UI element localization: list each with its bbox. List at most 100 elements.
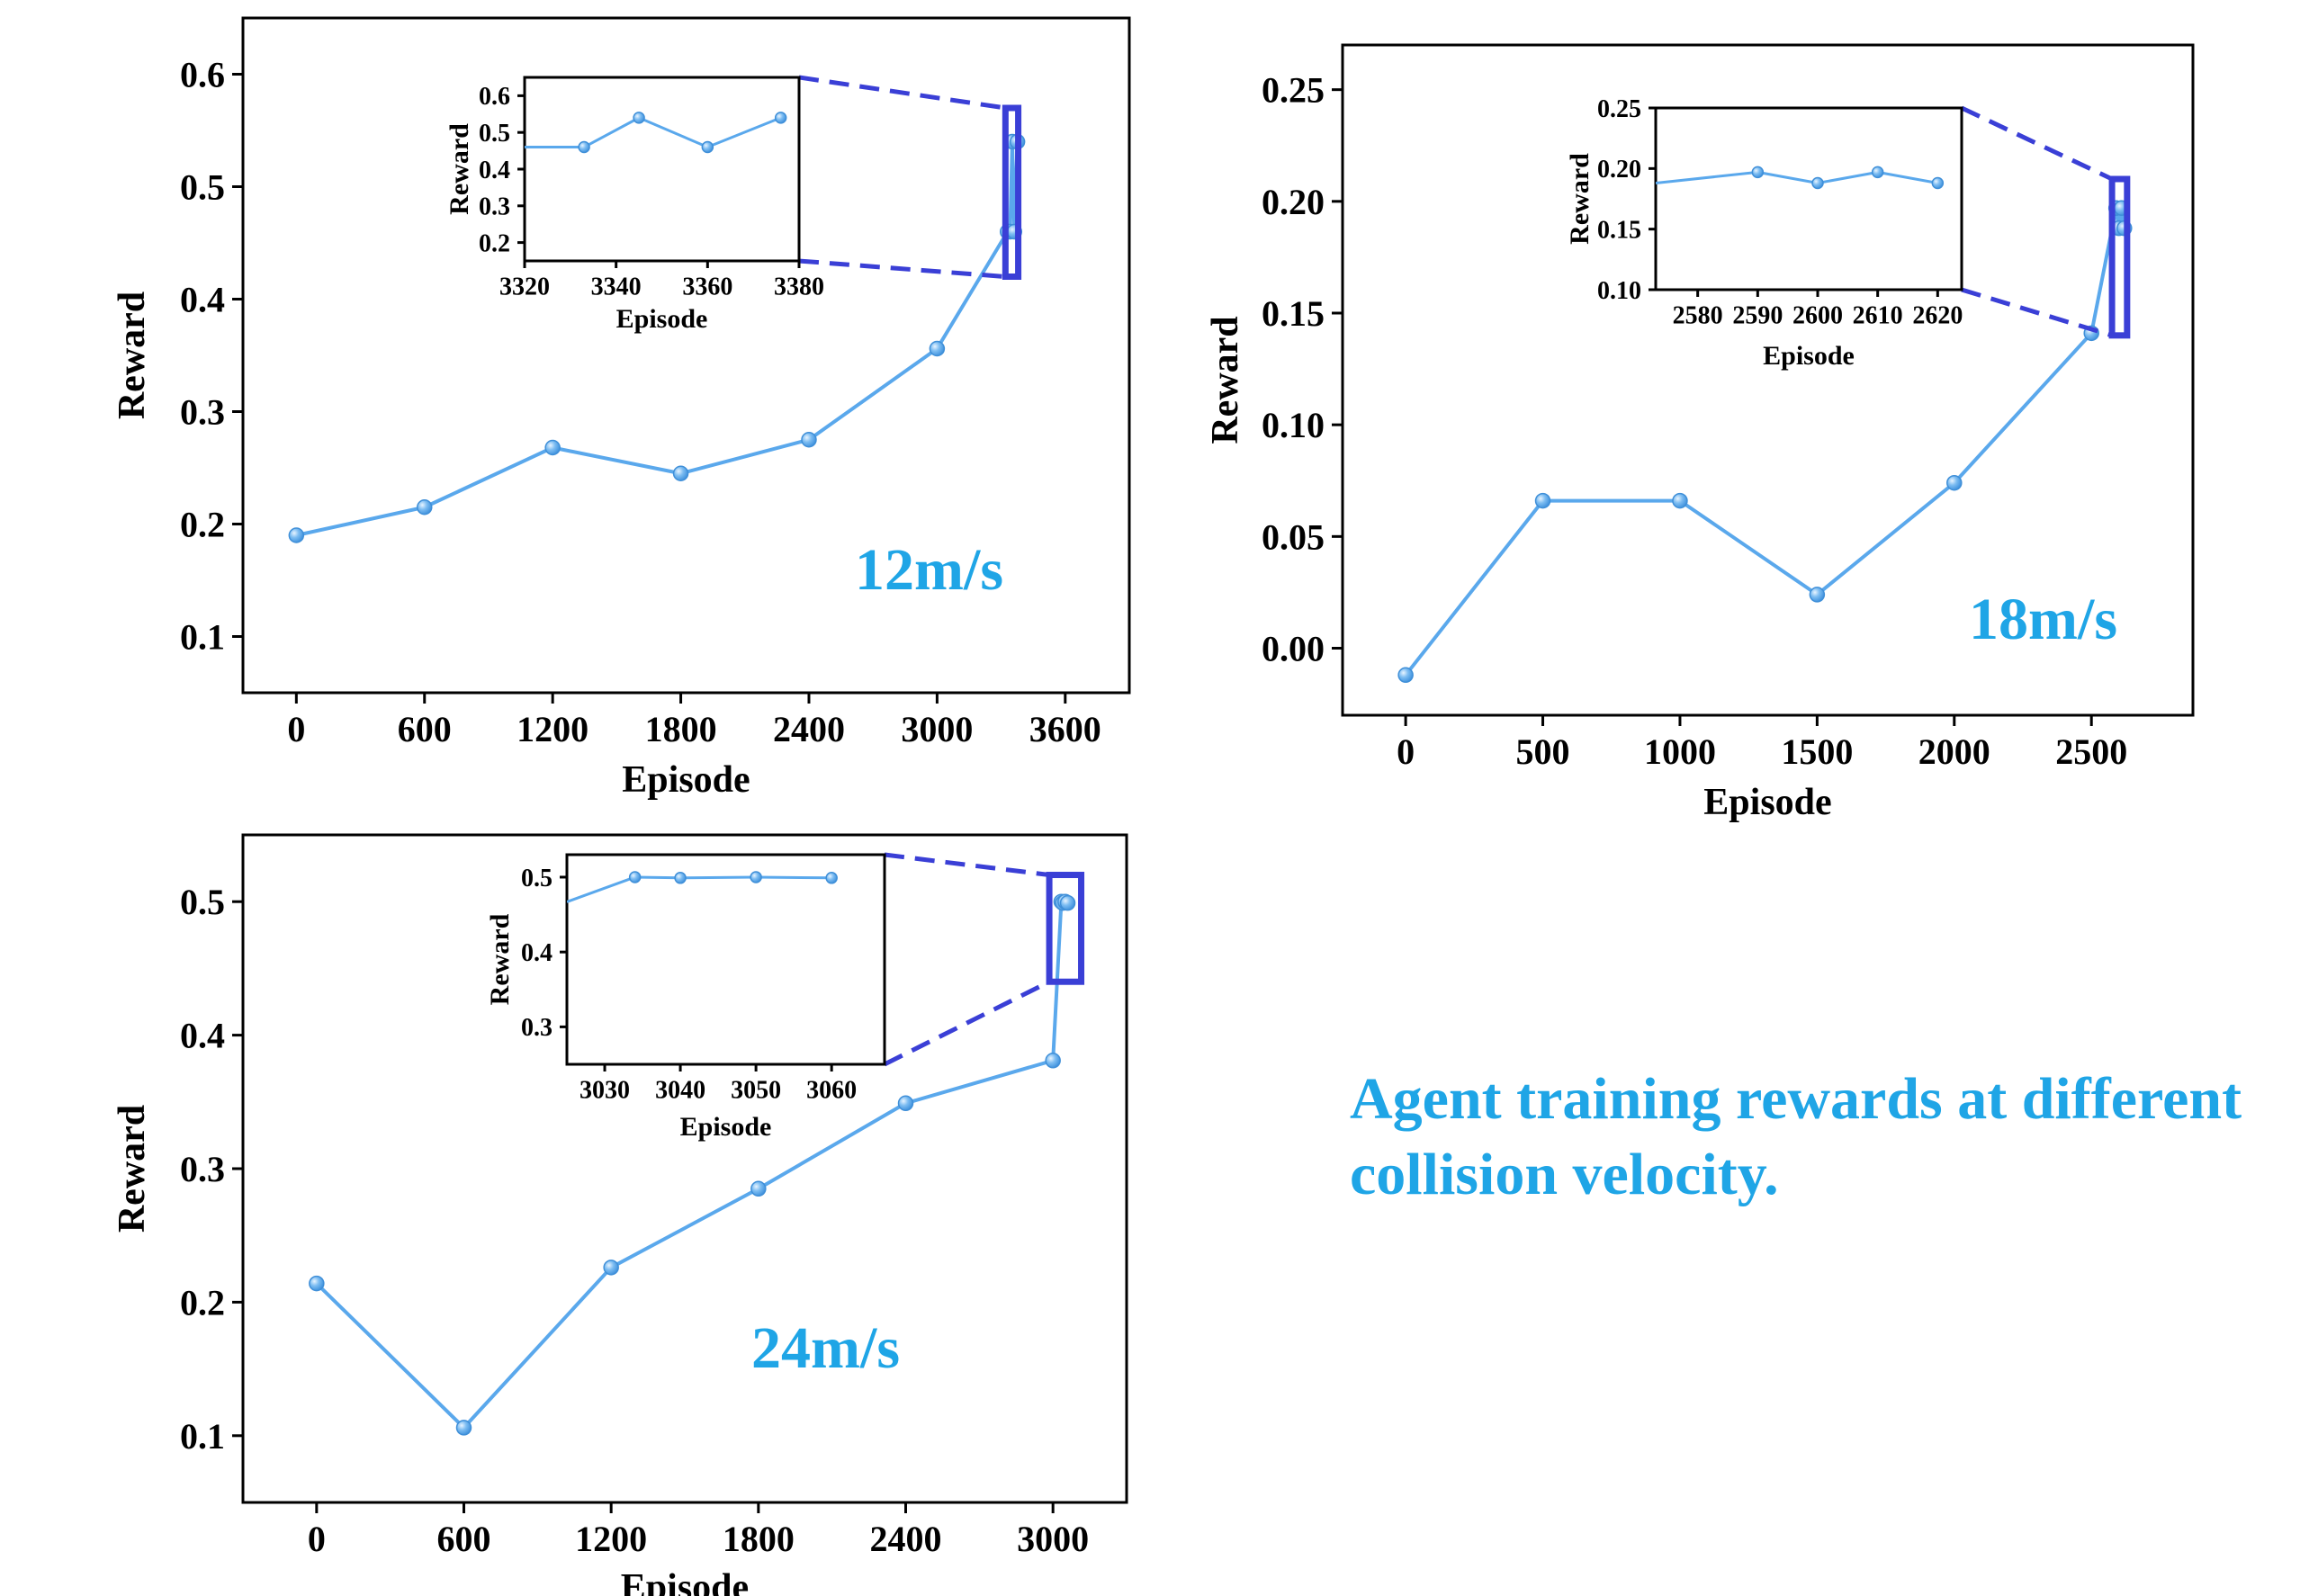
chart-p12-inset-ytick-label: 0.6 [479, 83, 510, 111]
chart-p18-inset-ytick-label: 0.25 [1597, 95, 1641, 123]
chart-p18-xtick-label: 500 [1516, 731, 1570, 772]
chart-p24-speed-label: 24m/s [751, 1315, 900, 1381]
chart-p12-ytick-label: 0.1 [180, 617, 225, 658]
chart-p18-inset-point-3 [1871, 166, 1884, 179]
chart-p18-xtick-label: 1000 [1644, 731, 1716, 772]
chart-p18-point-4 [1946, 474, 1963, 491]
chart-p24-inset-point-3 [750, 871, 762, 883]
chart-p12-speed-label: 12m/s [855, 537, 1003, 603]
chart-p24-point-5 [1045, 1053, 1061, 1069]
chart-p12-x-axis-title: Episode [622, 759, 750, 801]
chart-p18-ytick-label: 0.15 [1262, 293, 1325, 334]
chart-p12-point-1 [416, 499, 433, 516]
chart-p18-inset-ytick-label: 0.10 [1597, 277, 1641, 305]
chart-p18-point-3 [1809, 587, 1826, 603]
chart-p12-inset-point-2 [633, 112, 645, 124]
chart-p18-ytick-label: 0.10 [1262, 405, 1325, 445]
chart-p24-inset-x-axis-title: Episode [680, 1112, 772, 1142]
chart-p12-y-axis-title: Reward [112, 291, 153, 419]
chart-p24-xtick-label: 2400 [870, 1519, 942, 1559]
chart-p12-inset-point-3 [701, 140, 714, 154]
chart-p18-inset-xtick-label: 2610 [1853, 301, 1903, 329]
chart-p12-inset-point-4 [774, 112, 787, 124]
chart-p18-inset-point-4 [1931, 176, 1945, 190]
chart-p12-point-3 [672, 465, 689, 481]
chart-p12-zoom-connector-top [798, 75, 1006, 111]
chart-p24-point-1 [455, 1420, 472, 1436]
chart-p18-zoom-connector-top [1960, 105, 2114, 182]
chart-p24-inset-y-axis-title: Reward [485, 913, 515, 1005]
chart-p12-point-4 [801, 432, 817, 448]
chart-p24: 0 600 1200 1800 2400 3000 0.1 0.2 0.3 0.4 0.5 Episo… [112, 833, 1128, 1596]
chart-p24-inset-xtick-label: 3060 [806, 1076, 857, 1104]
chart-p12-xtick-label: 3600 [1029, 709, 1101, 749]
figure-caption: Agent training rewards at different coll… [1350, 1066, 2242, 1207]
chart-p24-ytick-label: 0.2 [180, 1282, 225, 1323]
chart-p24-xtick-label: 600 [437, 1519, 491, 1559]
chart-p18-inset-xtick-label: 2620 [1912, 301, 1963, 329]
chart-p12-inset-ytick-label: 0.3 [479, 193, 510, 221]
chart-p18-inset-x-axis-title: Episode [1763, 341, 1855, 371]
chart-p18-ytick-label: 0.20 [1262, 182, 1325, 222]
chart-p24-point-0 [309, 1275, 325, 1292]
chart-p24-inset-plot-area [567, 871, 838, 903]
chart-p24-inset-xtick-label: 3040 [655, 1076, 705, 1104]
chart-p12-point-2 [544, 439, 561, 456]
chart-p24-xtick-label: 3000 [1017, 1519, 1089, 1559]
chart-p12-ytick-label: 0.6 [180, 55, 225, 95]
chart-p12-ytick-label: 0.3 [180, 392, 225, 433]
chart-p18-zoom-box [2108, 175, 2131, 339]
chart-p24-inset-xtick-label: 3030 [580, 1076, 630, 1104]
chart-p18-zoom-connector-bottom [1961, 287, 2113, 338]
chart-p12-ytick-label: 0.4 [180, 280, 225, 320]
chart-p24-point-3 [750, 1180, 767, 1197]
chart-p12-ytick-label: 0.2 [180, 505, 225, 545]
chart-p18-inset-plot-area [1656, 166, 1945, 190]
chart-p18-inset: 2580 2590 2600 2610 2620 0.10 0.15 0.20 0.25 Epis… [1565, 95, 1963, 371]
chart-p24-ytick-label: 0.3 [180, 1149, 225, 1189]
chart-p24-inset-frame [565, 853, 886, 1066]
chart-p18-series-line [1404, 206, 2126, 677]
chart-p24-inset-point-4 [825, 872, 838, 884]
chart-p18-x-axis-title: Episode [1703, 782, 1831, 823]
chart-p24-x-axis-title: Episode [621, 1567, 749, 1596]
chart-p24-point-2 [603, 1260, 619, 1276]
chart-p18-inset-y-axis-title: Reward [1565, 153, 1595, 245]
chart-p18-speed-label: 18m/s [1969, 587, 2117, 652]
chart-p18-xtick-label: 1500 [1781, 731, 1853, 772]
chart-p12-xtick-label: 0 [287, 709, 305, 749]
chart-p24-plot-area [309, 893, 1076, 1436]
chart-p24-y-axis-title: Reward [112, 1105, 153, 1233]
chart-p12-inset-xtick-label: 3380 [774, 273, 824, 300]
chart-p18-xtick-label: 0 [1397, 731, 1415, 772]
chart-p18-ytick-label: 0.05 [1262, 516, 1325, 557]
chart-p18-point-1 [1534, 492, 1551, 509]
chart-p18: 0 500 1000 1500 2000 2500 0.00 0.05 0.10 0.15 0.20… [1205, 43, 2195, 823]
chart-p12-inset-xtick-label: 3340 [591, 273, 642, 300]
chart-p12-inset-ytick-label: 0.5 [479, 120, 510, 148]
chart-p12-inset-x-axis-title: Episode [616, 304, 708, 334]
chart-p18-point-2 [1672, 492, 1688, 509]
chart-p12-xtick-label: 1800 [645, 709, 717, 749]
chart-p24-inset-point-2 [674, 872, 687, 884]
chart-p12-zoom-box [1002, 104, 1022, 280]
chart-p18-ytick-label: 0.00 [1262, 629, 1325, 669]
chart-p18-inset-frame [1654, 106, 1963, 291]
chart-p24-xtick-label: 1200 [575, 1519, 647, 1559]
chart-p24-zoom-box [1046, 872, 1085, 985]
chart-p24-zoom-connector-bottom [883, 980, 1051, 1067]
chart-p12-ytick-label: 0.5 [180, 167, 225, 208]
chart-p18-inset-ytick-label: 0.15 [1597, 216, 1641, 244]
chart-p12-zoom-connector-bottom [798, 258, 1006, 279]
chart-p12-xtick-label: 2400 [773, 709, 845, 749]
chart-p24-point-9 [1059, 894, 1076, 911]
chart-p24-xtick-label: 1800 [723, 1519, 795, 1559]
chart-p12-xtick-label: 600 [398, 709, 452, 749]
chart-p24-inset-bg [567, 855, 885, 1064]
chart-p24-xtick-label: 0 [308, 1519, 326, 1559]
chart-p12-point-5 [929, 340, 946, 357]
chart-p18-point-0 [1397, 667, 1414, 684]
chart-p12-inset-ytick-label: 0.4 [479, 157, 510, 184]
chart-p24-zoom-connector-top [884, 852, 1050, 878]
